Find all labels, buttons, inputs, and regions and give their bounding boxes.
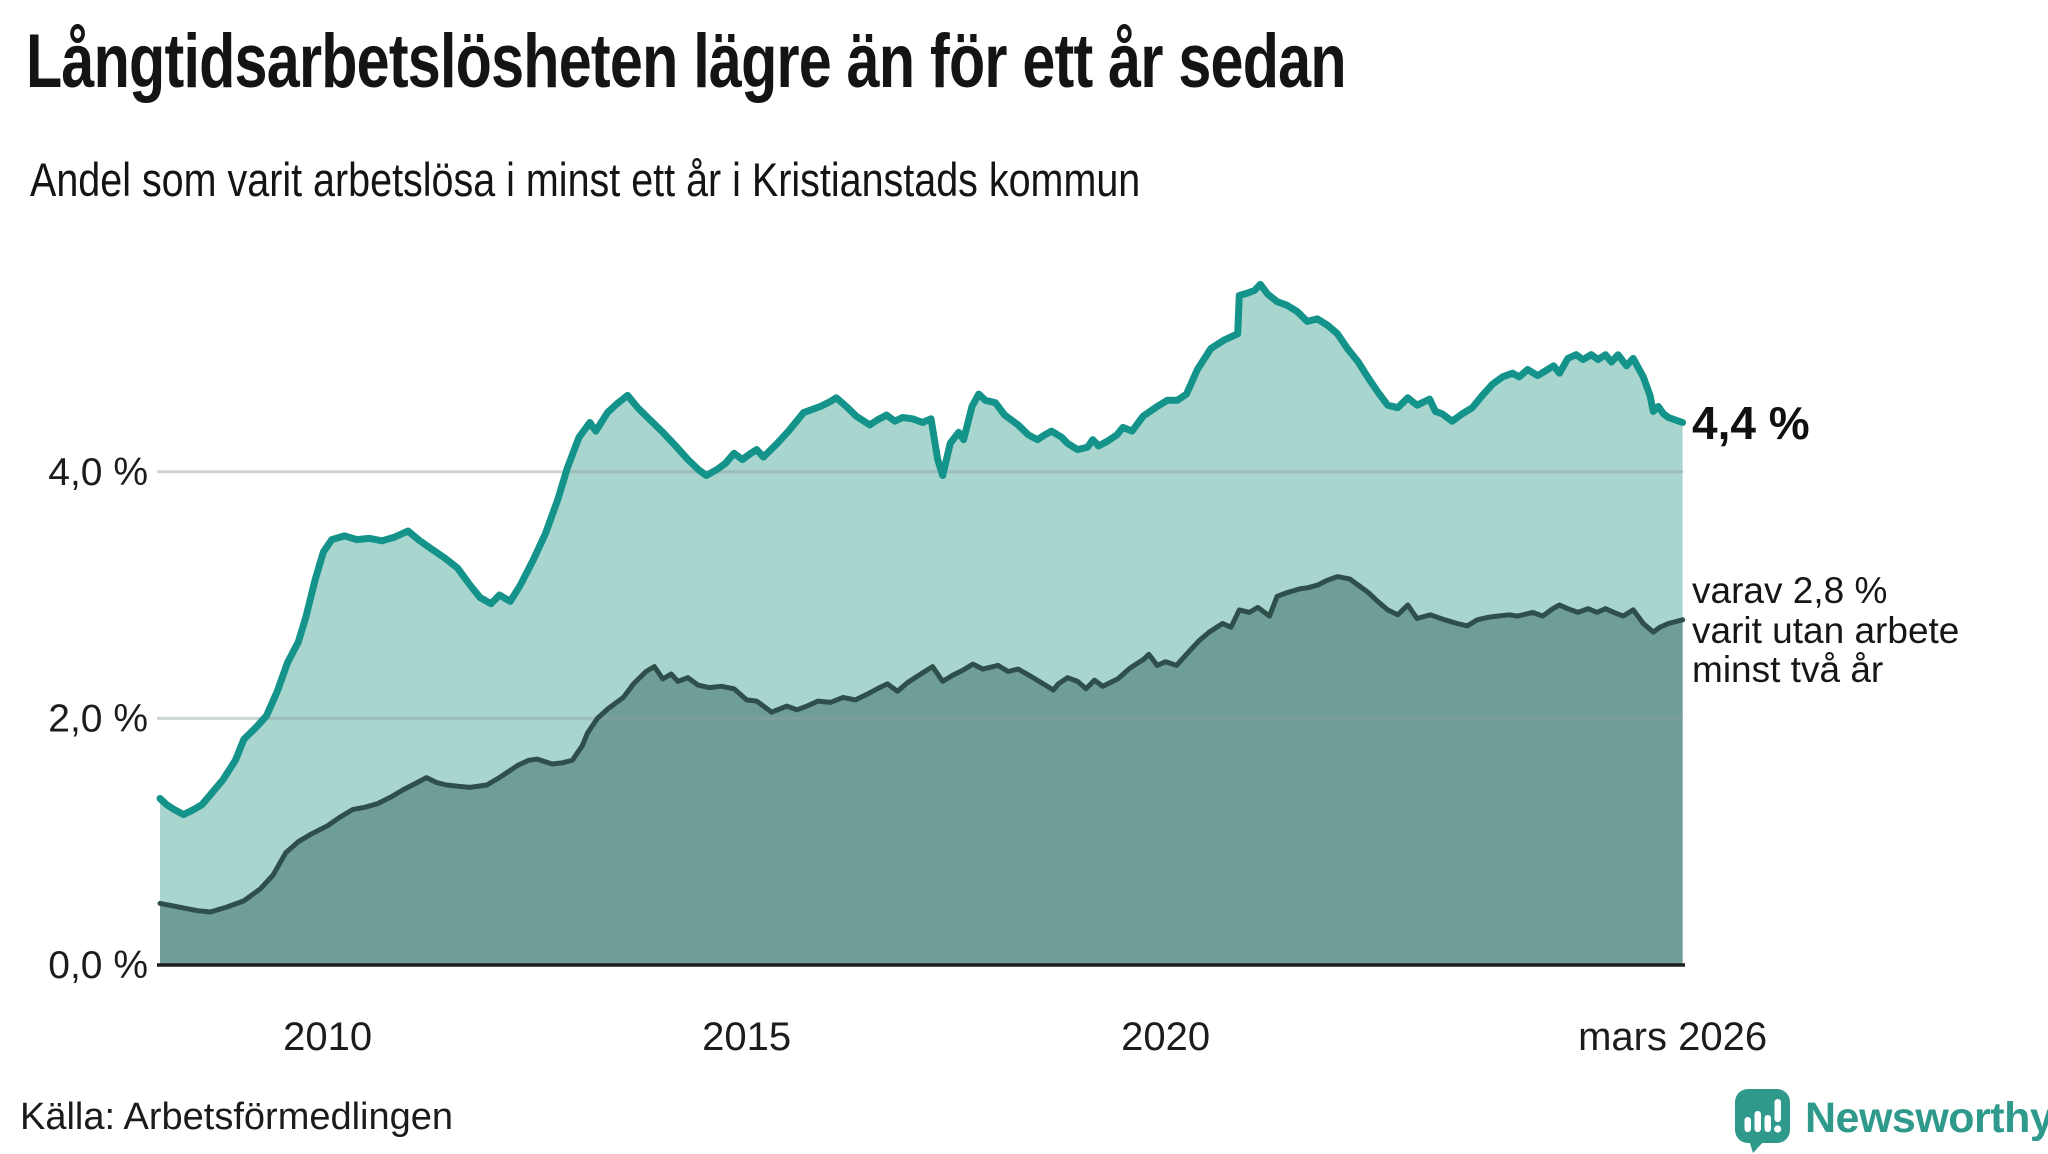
- source-note: Källa: Arbetsförmedlingen: [20, 1096, 454, 1138]
- newsworthy-wordmark: Newsworthy: [1805, 1094, 2048, 1142]
- latest-value-label: 4,4 %: [1692, 397, 1810, 449]
- secondary-value-label: varav 2,8 % varit utan arbete minst två …: [1692, 570, 1960, 690]
- page-title: Långtidsarbetslösheten lägre än för ett …: [26, 19, 1347, 104]
- y-axis-tick-label: 2,0 %: [48, 697, 148, 740]
- x-axis-tick-label: mars 2026: [1578, 1015, 1767, 1059]
- series-area-very-long-term: [160, 576, 1683, 965]
- newsworthy-speech-bubble-icon: [1735, 1089, 1790, 1153]
- page-subtitle: Andel som varit arbetslösa i minst ett å…: [30, 153, 1141, 206]
- series-line-long-term: [156, 280, 1687, 819]
- y-axis-tick-label: 0,0 %: [48, 944, 148, 987]
- newsworthy-logo: Newsworthy: [1734, 1088, 2048, 1154]
- y-axis-tick-label: 4,0 %: [48, 451, 148, 494]
- series-line-very-long-term: [157, 574, 1686, 915]
- x-axis-tick-label: 2015: [702, 1015, 791, 1059]
- x-axis-tick-label: 2020: [1121, 1015, 1210, 1059]
- x-axis-tick-label: 2010: [283, 1015, 372, 1059]
